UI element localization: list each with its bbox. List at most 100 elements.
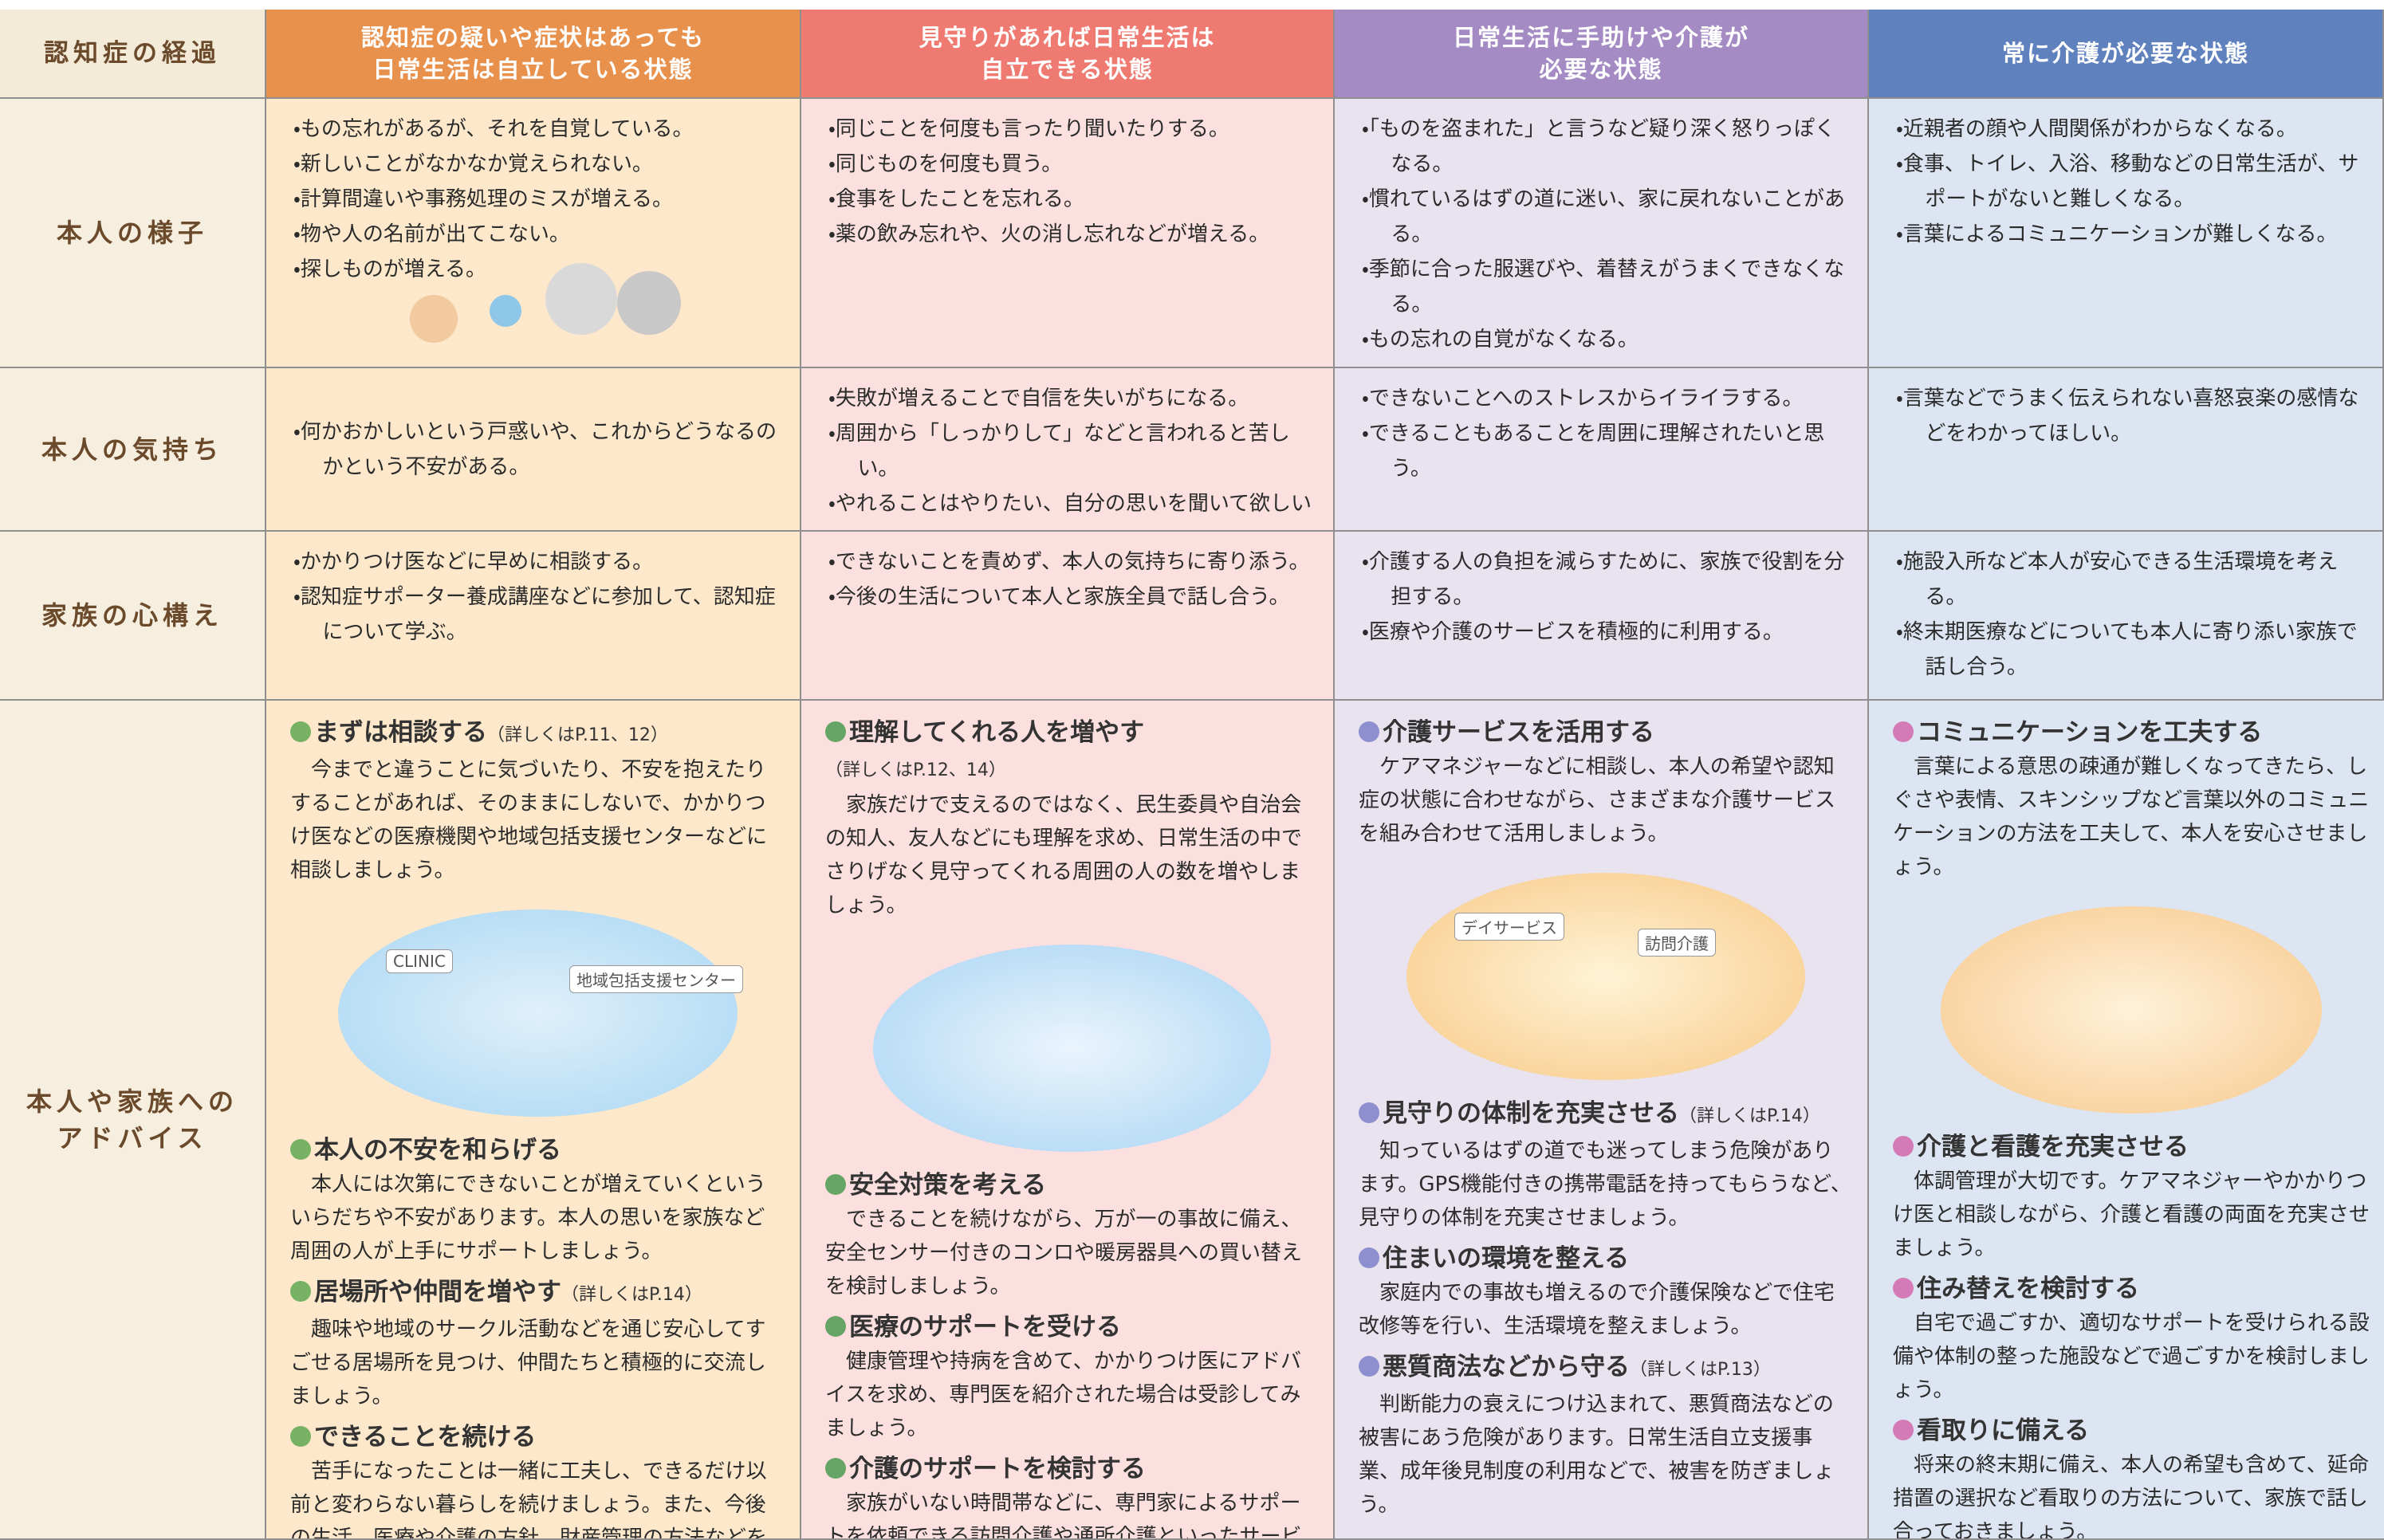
advice-body: 家庭内での事故も増えるので介護保険などで住宅改修等を行い、生活環境を整えましょう… (1359, 1281, 1835, 1338)
bullet-item: ・新しいことがなかなか覚えられない。 (293, 152, 653, 176)
advice-bullet (825, 1458, 846, 1479)
advice-body: 今までと違うことに気づいたり、不安を抱えたりすることがあれば、そのままにしないで… (290, 758, 768, 882)
bullet-item: ・季節に合った服選びや、着替えがうまくできなくなる。 (1362, 257, 1845, 316)
advice-title-text: コミュニケーションを工夫する (1917, 718, 2263, 747)
advice-item: コミュニケーションを工夫する言葉による意思の疎通が難しくなってきたら、しぐさや表… (1893, 715, 2370, 890)
bullet-item: ・周囲から「しっかりして」などと言われると苦しい。 (828, 422, 1290, 481)
advice-body: 体調管理が大切です。ケアマネジャーやかかりつけ医と相談しながら、介護と看護の両面… (1893, 1169, 2370, 1260)
advice-title: 介護のサポートを検討する (825, 1452, 1319, 1487)
advice-title: 本人の不安を和らげる (290, 1133, 785, 1168)
illustration-label: 地域包括支援センター (569, 965, 743, 993)
illustration: CLINIC 地域包括支援センター (290, 894, 785, 1133)
bullet-item: ・もの忘れの自覚がなくなる。 (1362, 328, 1639, 352)
advice-title-text: 本人の不安を和らげる (314, 1136, 561, 1165)
advice-title-text: 看取りに備える (1917, 1416, 2090, 1445)
advice-title: 介護と看護を充実させる (1893, 1129, 2370, 1165)
advice-cell: コミュニケーションを工夫する言葉による意思の疎通が難しくなってきたら、しぐさや表… (1869, 701, 2384, 1540)
advice-body: 趣味や地域のサークル活動などを通じ安心してすごせる居場所を見つけ、仲間たちと積極… (290, 1318, 766, 1408)
advice-title-text: 住まいの環境を整える (1383, 1244, 1630, 1273)
advice-title-text: 住み替えを検討する (1917, 1275, 2139, 1303)
advice-bullet (825, 1316, 846, 1337)
advice-cell: 介護サービスを活用する ケアマネジャーなどに相談し、本人の希望や認知症の状態に合わ… (1335, 701, 1869, 1540)
advice-item: まずは相談する（詳しくはP.11、12） 今までと違うことに気づいたり、不安を抱え… (290, 715, 785, 894)
illustration (825, 929, 1319, 1168)
advice-item: 住み替えを検討する自宅で過ごすか、適切なサポートを受けられる設備や体制の整った施… (1893, 1271, 2370, 1413)
advice-body: 将来の終末期に備え、本人の希望も含めて、延命措置の選択など看取りの方法について、… (1893, 1453, 2369, 1540)
advice-body: 本人には次第にできないことが増えていくといういらだちや不安があります。本人の思い… (290, 1173, 766, 1263)
advice-title: 介護サービスを活用する (1359, 715, 1853, 750)
advice-body: できることを続けながら、万が一の事故に備え、安全センサー付きのコンロや暖房器具へ… (825, 1208, 1303, 1298)
row-label-line: 本人や家族への (26, 1086, 238, 1117)
bullet-item: ・できないことを責めず、本人の気持ちに寄り添う。 (828, 550, 1310, 574)
cell-text: ・施設入所など本人が安心できる生活環境を考える。 ・終末期医療などについても本人に… (1869, 532, 2384, 701)
stage-header-line: 自立できる状態 (981, 56, 1154, 83)
advice-item: 居場所や仲間を増やす（詳しくはP.14） 趣味や地域のサークル活動などを通じ安心し… (290, 1275, 785, 1420)
bullet-item: ・認知症サポーター養成講座などに参加して、認知症について学ぶ。 (293, 585, 776, 644)
stage-header: 認知症の疑いや症状はあっても 日常生活は自立している状態 (266, 10, 801, 99)
stage-header-line: 認知症の疑いや症状はあっても (360, 24, 706, 51)
illustration-shape (545, 263, 617, 335)
advice-title-text: 居場所や仲間を増やす (314, 1278, 561, 1306)
advice-cell: 理解してくれる人を増やす （詳しくはP.12、14） 家族だけで支えるのではなく、民… (801, 701, 1335, 1540)
cell-text: ・介護する人の負担を減らすために、家族で役割を分担する。 ・医療や介護のサービスを… (1335, 532, 1869, 701)
row-label: 本人の様子 (0, 99, 266, 368)
advice-title: コミュニケーションを工夫する (1893, 715, 2370, 750)
bullet-item: ・慣れているはずの道に迷い、家に戻れないことがある。 (1362, 187, 1846, 246)
advice-title: 住まいの環境を整える (1359, 1241, 1853, 1276)
row-label-line: 本人の気持ち (41, 434, 223, 465)
illustration-shape (617, 271, 681, 335)
stage-header-line: 日常生活に手助けや介護が (1452, 24, 1749, 51)
advice-item: 見守りの体制を充実させる（詳しくはP.14） 知っているはずの道でも迷ってしまう危… (1359, 1096, 1853, 1241)
stage-header-line: 常に介護が必要な状態 (2001, 40, 2249, 67)
advice-title-text: 悪質商法などから守る (1383, 1353, 1630, 1381)
advice-title: 悪質商法などから守る（詳しくはP.13） (1359, 1349, 1853, 1388)
advice-item: 本人の不安を和らげる本人には次第にできないことが増えていくといういらだちや不安が… (290, 1133, 785, 1275)
illustration-label: 訪問介護 (1638, 929, 1716, 957)
advice-title: 見守りの体制を充実させる（詳しくはP.14） (1359, 1096, 1853, 1134)
row-label: 家族の心構え (0, 532, 266, 701)
advice-title: まずは相談する（詳しくはP.11、12） (290, 715, 785, 753)
bullet-item: ・今後の生活について本人と家族全員で話し合う。 (828, 585, 1290, 609)
advice-bullet (290, 1426, 311, 1447)
advice-item: 介護のサポートを検討する 家族がいない時間帯などに、専門家によるサポートを依頼でき… (825, 1452, 1319, 1538)
advice-bullet (1359, 1356, 1379, 1377)
advice-body: 自宅で過ごすか、適切なサポートを受けられる設備や体制の整った施設などで過ごすかを… (1893, 1311, 2370, 1402)
advice-bullet (1893, 1420, 1914, 1440)
cell-text: ・できないことを責めず、本人の気持ちに寄り添う。 ・今後の生活について本人と家族全… (801, 532, 1335, 701)
cell-text: ・言葉などでうまく伝えられない喜怒哀楽の感情などをわかってほしい。 (1869, 368, 2384, 532)
advice-bullet (1359, 1247, 1379, 1268)
cell-text: ・もの忘れがあるが、それを自覚している。 ・新しいことがなかなか覚えられない。 ・計… (266, 99, 801, 368)
advice-title: 医療のサポートを受ける (825, 1310, 1319, 1345)
illustration (386, 247, 681, 367)
bullet-item: ・失敗が増えることで自信を失いがちになる。 (828, 387, 1249, 411)
advice-title: できることを続ける (290, 1420, 785, 1455)
bullet-item: ・探しものが増える。 (293, 257, 487, 281)
cell-text: ・近親者の顔や人間関係がわからなくなる。・食事、トイレ、入浴、移動などの日常生活… (1869, 99, 2384, 368)
advice-title-text: まずは相談する (314, 718, 487, 747)
cell-text: ・何かおかしいという戸惑いや、これからどうなるのかという不安がある。 (266, 368, 801, 532)
illustration-label: デイサービス (1454, 913, 1564, 941)
advice-body: 家族だけで支えるのではなく、民生委員や自治会の知人、友人などにも理解を求め、日常… (825, 793, 1303, 917)
advice-title-text: 介護のサポートを検討する (849, 1455, 1146, 1483)
advice-title-text: 安全対策を考える (849, 1171, 1047, 1200)
advice-title: 安全対策を考える (825, 1168, 1319, 1203)
bullet-item: ・医療や介護のサービスを積極的に利用する。 (1362, 620, 1784, 644)
advice-bullet (290, 1281, 311, 1302)
advice-item: 住まいの環境を整える家庭内での事故も増えるので介護保険などで住宅改修等を行い、生… (1359, 1241, 1853, 1349)
bullet-item: ・かかりつけ医などに早めに相談する。 (293, 550, 654, 574)
advice-bullet (1359, 721, 1379, 742)
stage-header-line: 日常生活は自立している状態 (372, 56, 694, 83)
row-label-line: アドバイス (57, 1122, 208, 1153)
advice-title-text: 医療のサポートを受ける (849, 1313, 1121, 1342)
row-label: 本人や家族への アドバイス (0, 701, 266, 1540)
bullet-item: ・できないことへのストレスからイライラする。 (1362, 387, 1804, 411)
advice-title: 看取りに備える (1893, 1413, 2370, 1448)
bullet-item: ・食事、トイレ、入浴、移動などの日常生活が、サポートがないと難しくなる。 (1896, 152, 2359, 211)
advice-item: 悪質商法などから守る（詳しくはP.13） 判断能力の衰えにつけ込まれて、悪質商法な… (1359, 1349, 1853, 1528)
bullet-item: ・「ものを盗まれた」と言うなど疑り深く怒りっぽくなる。 (1362, 117, 1835, 176)
bullet-item: ・やれることはやりたい、自分の思いを聞いて欲しい (828, 492, 1312, 516)
stage-header-line: 必要な状態 (1539, 56, 1663, 83)
advice-body: 言葉による意思の疎通が難しくなってきたら、しぐさや表情、スキンシップなど言葉以外… (1893, 755, 2370, 879)
advice-bullet (290, 1139, 311, 1160)
bullet-item: ・近親者の顔や人間関係がわからなくなる。 (1896, 117, 2297, 141)
